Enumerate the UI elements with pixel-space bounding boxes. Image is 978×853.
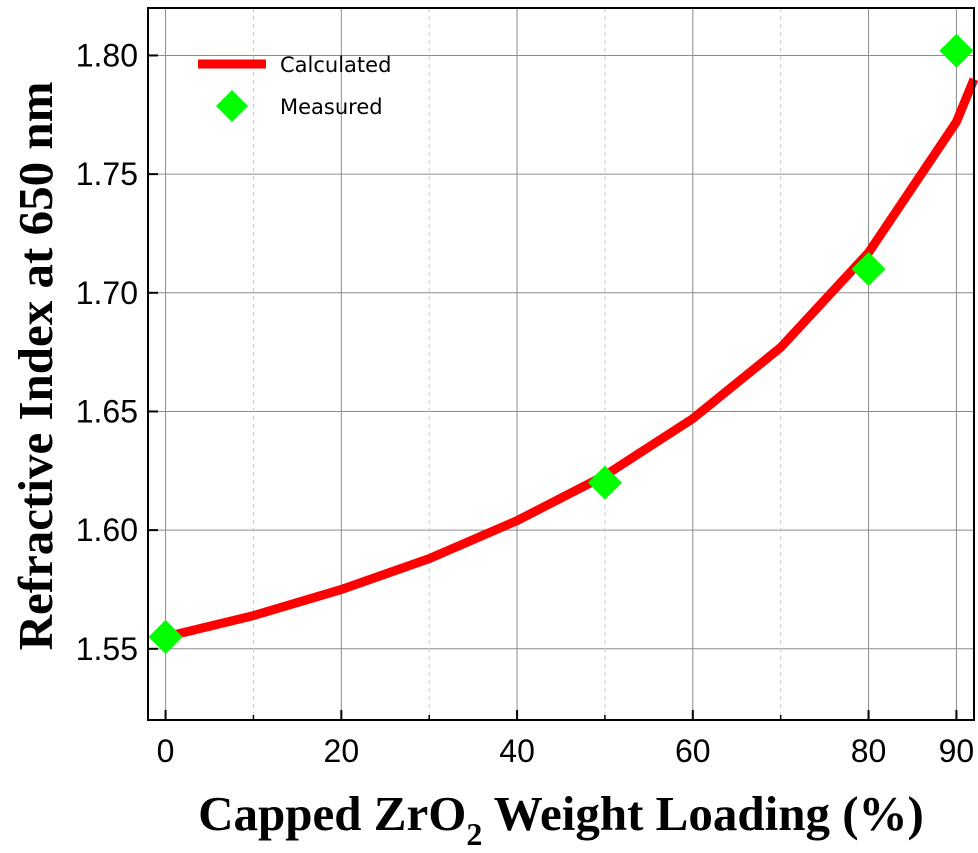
x-axis-title-main: Capped ZrO [198,786,466,841]
legend: Calculated Measured [198,53,391,122]
y-tick-label: 1.70 [76,275,138,311]
x-axis-title-suffix: Weight Loading (%) [482,786,924,841]
measured-point [587,465,622,500]
x-tick-label: 80 [851,733,887,769]
x-tick-label: 40 [499,733,535,769]
plot-frame [147,7,975,721]
measured-point [851,252,886,287]
y-tick-label: 1.75 [76,156,138,192]
ticks [148,54,958,720]
measured-point [148,619,183,654]
legend-measured-label: Measured [280,95,383,119]
grid [148,8,974,720]
legend-calculated-label: Calculated [280,53,391,77]
y-axis-title: Refractive Index at 650 nm [8,82,63,651]
y-tick-label: 1.55 [76,631,138,667]
tick-labels: 1.55 1.60 1.65 1.70 1.75 1.80 0 20 40 60 80 90 [76,37,975,769]
x-tick-label: 90 [939,733,975,769]
y-tick-label: 1.65 [76,393,138,429]
series-layer [148,33,978,654]
x-tick-label: 20 [324,733,360,769]
measured-point [939,33,974,68]
x-axis-title-subscript: 2 [466,816,482,852]
x-axis-title: Capped ZrO2 Weight Loading (%) [198,786,924,852]
x-tick-label: 60 [675,733,711,769]
x-tick-label: 0 [157,733,175,769]
y-tick-label: 1.80 [76,37,138,73]
legend-measured-marker [216,90,248,122]
y-tick-label: 1.60 [76,512,138,548]
